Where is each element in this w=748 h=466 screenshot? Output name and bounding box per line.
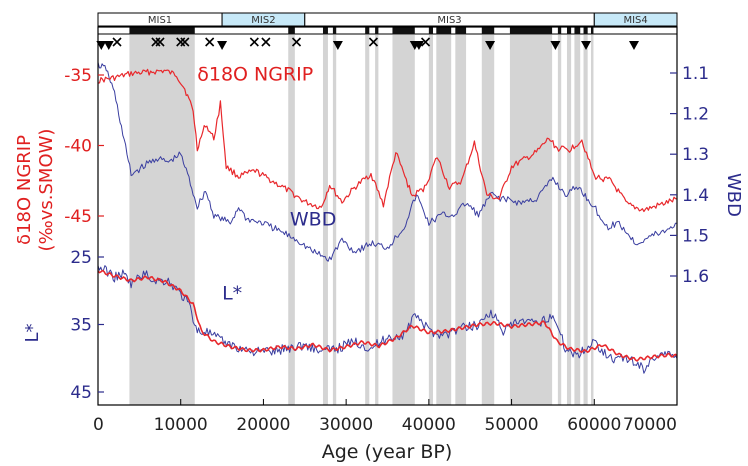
y-tick-label-wbd-3: 1.4 [682, 186, 709, 206]
axis-ticks: 0 10000 20000 30000 40000 50000 60000 70000 -35 -… [64, 64, 709, 435]
event-triangle-0 [96, 41, 107, 50]
event-strip-block-1 [288, 27, 295, 34]
series-line-3 [97, 269, 678, 362]
event-triangle-6 [485, 41, 496, 50]
event-strip-block-11 [509, 27, 553, 34]
y-tick-label-wbd-1: 1.2 [682, 105, 709, 125]
event-strip-block-8 [436, 27, 452, 34]
y-axis-label-d18o-line1: δ18O NGRIP [14, 135, 35, 245]
shaded-interval-13 [566, 35, 572, 405]
y-tick-label-d18o-2: -45 [64, 207, 92, 227]
x-tick-label-2: 20000 [236, 415, 290, 435]
y-tick-label-wbd-5: 1.6 [682, 267, 709, 287]
data-series [97, 62, 678, 374]
mis-stage-label: MIS1 [148, 15, 172, 26]
event-cross-5 [205, 37, 215, 47]
annotation-wbd: WBD [290, 208, 336, 230]
event-strip-block-5 [375, 27, 379, 34]
shaded-interval-11 [509, 35, 553, 405]
event-strip-block-16 [590, 27, 594, 34]
mis-stage-label: MIS4 [623, 15, 647, 26]
x-axis-label: Age (year BP) [322, 441, 453, 463]
event-triangle-3 [332, 41, 343, 50]
annotation-d18o: δ18O NGRIP [197, 64, 313, 86]
event-strip-block-13 [566, 27, 572, 34]
event-strip-block-14 [574, 27, 581, 34]
series-line-0 [97, 68, 678, 213]
shaded-interval-16 [590, 35, 594, 405]
shaded-intervals [129, 35, 594, 405]
y-tick-label-d18o-0: -35 [64, 66, 92, 86]
y-axis-label-d18o-line2: (‰vs.SMOW) [36, 129, 57, 252]
shaded-interval-9 [455, 35, 467, 405]
annotation-lstar: L* [222, 283, 242, 305]
event-triangle-1 [103, 41, 114, 50]
x-tick-label-0: 0 [93, 415, 104, 435]
x-tick-label-6: 60000 [567, 415, 621, 435]
event-cross-10 [420, 37, 431, 47]
series-line-1 [97, 62, 678, 262]
shaded-interval-1 [288, 35, 295, 405]
event-cross-3 [176, 37, 186, 47]
event-strip-block-7 [428, 27, 433, 34]
x-tick-label-7: 70000 [623, 415, 677, 435]
mis-stage-box-3 [593, 12, 678, 27]
event-strip-block-4 [365, 27, 370, 34]
event-cross-7 [261, 37, 271, 47]
shaded-interval-8 [436, 35, 452, 405]
event-strip-block-15 [583, 27, 588, 34]
y-tick-label-lstar-2: 45 [70, 383, 92, 403]
y-axis-label-wbd: WBD [723, 173, 744, 217]
event-triangle-8 [581, 41, 592, 50]
y-tick-label-wbd-2: 1.3 [682, 145, 709, 165]
event-triangle-7 [550, 41, 561, 50]
event-markers [96, 37, 639, 50]
shaded-interval-6 [392, 35, 415, 405]
event-strip-block-10 [481, 27, 495, 34]
shaded-interval-10 [481, 35, 495, 405]
shaded-interval-3 [332, 35, 337, 405]
mis-stage-label: MIS2 [251, 15, 275, 26]
y-tick-label-wbd-4: 1.5 [682, 226, 709, 246]
event-cross-6 [249, 37, 259, 47]
event-cross-4 [180, 37, 190, 47]
event-triangle-9 [628, 41, 639, 50]
y-tick-label-lstar-1: 35 [70, 316, 92, 336]
event-cross-0 [112, 37, 122, 47]
shaded-interval-2 [322, 35, 328, 405]
event-strip-block-2 [322, 27, 328, 34]
event-cross-1 [151, 37, 161, 47]
y-tick-label-wbd-0: 1.1 [682, 64, 709, 84]
event-strip-block-6 [392, 27, 415, 34]
event-cross-8 [291, 37, 302, 47]
x-tick-label-5: 50000 [485, 415, 539, 435]
shaded-interval-5 [375, 35, 379, 405]
event-triangle-5 [413, 41, 424, 50]
mis-stage-bar: MIS1 MIS2 MIS3 MIS4 [97, 12, 678, 35]
event-strip-block-3 [332, 27, 337, 34]
y-tick-label-d18o-1: -40 [64, 137, 92, 157]
event-strip-block-0 [129, 27, 195, 34]
shaded-interval-14 [574, 35, 581, 405]
y-axis-label-lstar: L* [22, 323, 43, 342]
shaded-interval-4 [365, 35, 370, 405]
shaded-interval-0 [129, 35, 195, 405]
event-triangle-2 [217, 41, 228, 50]
event-strip-block-12 [557, 27, 562, 34]
event-strip-block-9 [455, 27, 467, 34]
x-tick-label-3: 30000 [319, 415, 373, 435]
x-tick-label-1: 10000 [154, 415, 208, 435]
shaded-interval-12 [557, 35, 562, 405]
x-tick-label-4: 40000 [402, 415, 456, 435]
shaded-interval-15 [583, 35, 588, 405]
event-cross-9 [368, 37, 379, 47]
y-tick-label-lstar-0: 25 [70, 248, 92, 268]
event-cross-2 [155, 37, 165, 47]
mis-stage-label: MIS3 [437, 15, 461, 26]
